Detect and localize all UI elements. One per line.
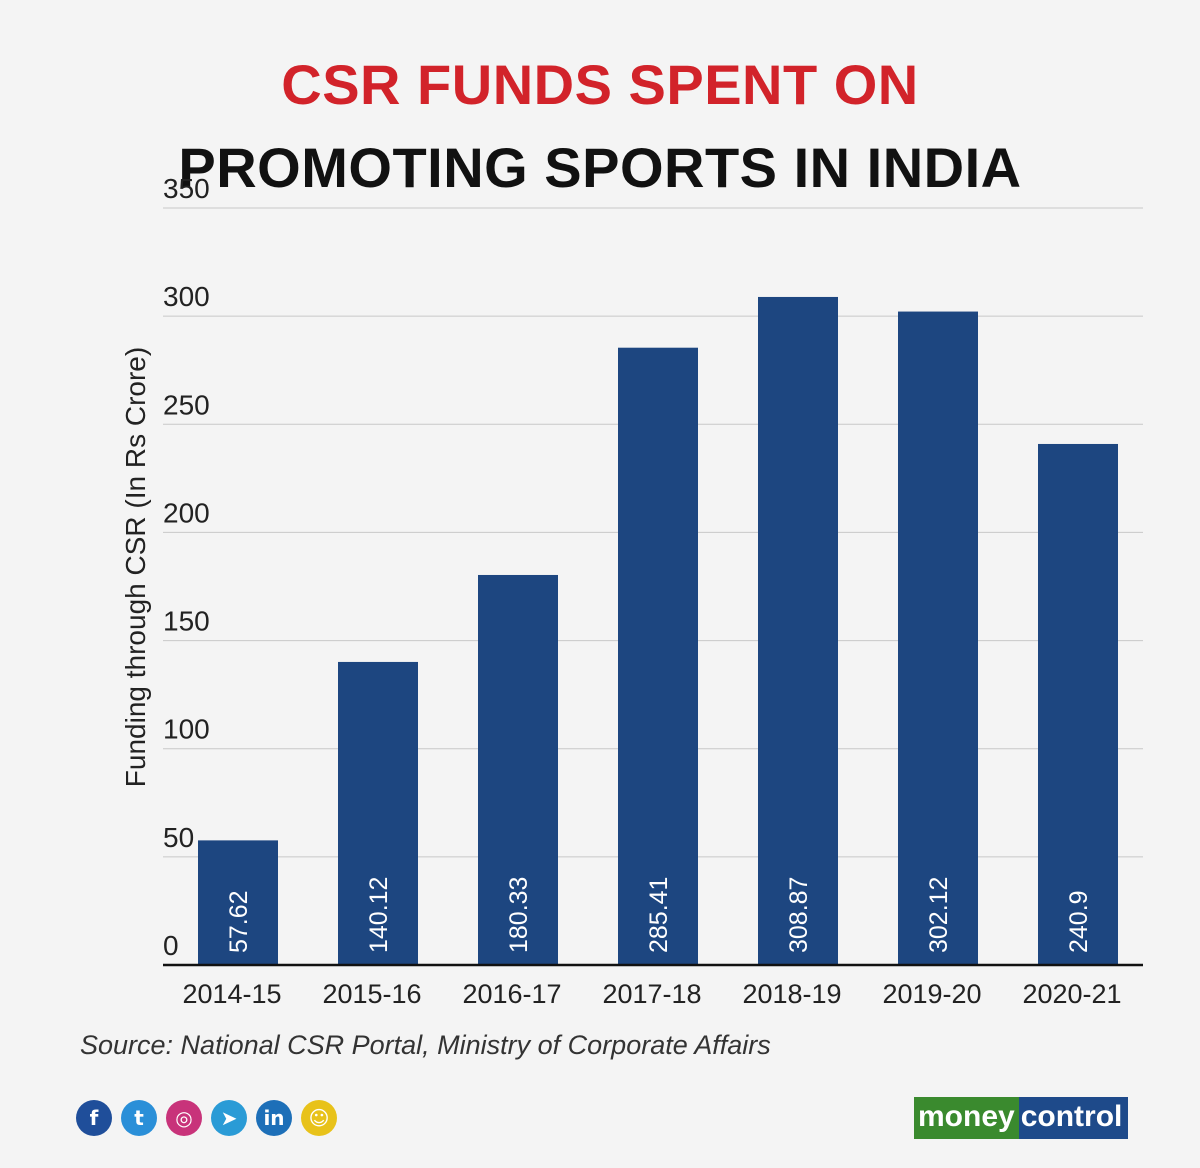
x-tick-label: 2020-21: [1022, 979, 1121, 1009]
source-note: Source: National CSR Portal, Ministry of…: [80, 1030, 771, 1060]
snapchat-icon[interactable]: ☺: [301, 1100, 337, 1136]
twitter-icon[interactable]: t: [121, 1100, 157, 1136]
y-tick-label: 250: [163, 389, 210, 420]
bar: [338, 661, 418, 965]
instagram-icon[interactable]: ◎: [166, 1100, 202, 1136]
x-tick-label: 2016-17: [462, 979, 561, 1009]
logo-part-money: money: [914, 1097, 1019, 1139]
bar: [198, 840, 278, 965]
bar: [758, 296, 838, 965]
chart-title-line1: CSR FUNDS SPENT ON: [281, 53, 919, 116]
y-tick-label: 350: [163, 173, 210, 204]
x-tick-label: 2019-20: [882, 979, 981, 1009]
x-tick-label: 2014-15: [182, 979, 281, 1009]
bar: [618, 347, 698, 965]
bar-value-label: 285.41: [645, 877, 673, 953]
x-tick-label: 2017-18: [602, 979, 701, 1009]
y-tick-label: 150: [163, 606, 210, 637]
bar-value-label: 308.87: [785, 877, 813, 953]
y-tick-label: 300: [163, 281, 210, 312]
telegram-icon[interactable]: ➤: [211, 1100, 247, 1136]
y-axis-label: Funding through CSR (In Rs Crore): [120, 347, 151, 787]
facebook-icon[interactable]: f: [76, 1100, 112, 1136]
y-tick-label: 100: [163, 714, 210, 745]
y-tick-label: 0: [163, 930, 179, 961]
linkedin-icon[interactable]: in: [256, 1100, 292, 1136]
bar-value-label: 57.62: [225, 890, 253, 953]
chart-title-line2: PROMOTING SPORTS IN INDIA: [178, 136, 1022, 199]
y-tick-label: 200: [163, 497, 210, 528]
logo-part-control: control: [1018, 1097, 1129, 1139]
bar-value-label: 180.33: [505, 877, 533, 953]
bar: [478, 574, 558, 965]
social-icons: f t ◎ ➤ in ☺: [76, 1100, 337, 1136]
x-tick-label: 2015-16: [322, 979, 421, 1009]
bar-value-label: 240.9: [1065, 890, 1093, 953]
y-tick-label: 50: [163, 822, 194, 853]
moneycontrol-logo: money control: [914, 1097, 1129, 1139]
bar: [1038, 443, 1118, 965]
x-tick-label: 2018-19: [742, 979, 841, 1009]
bar: [898, 311, 978, 965]
bar-value-label: 140.12: [365, 877, 393, 953]
bar-value-label: 302.12: [925, 877, 953, 953]
